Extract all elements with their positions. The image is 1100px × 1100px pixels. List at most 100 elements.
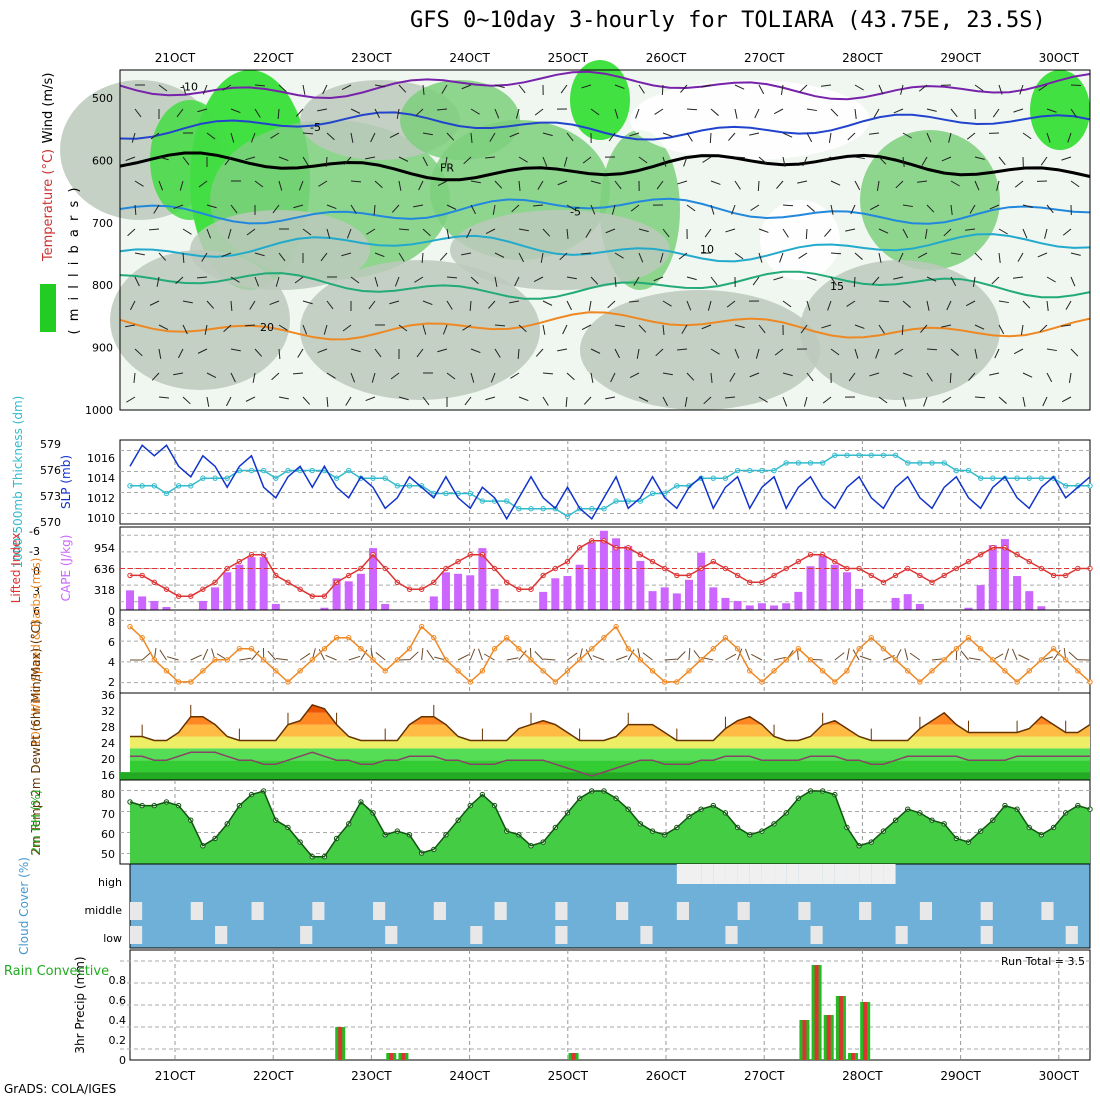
wind-barb [590, 372, 594, 383]
precip-convective-bar [838, 996, 843, 1060]
cape-bar [770, 605, 779, 610]
wind-barb [806, 300, 811, 311]
cloud-tick: middle [84, 904, 122, 917]
wind-barb [389, 132, 400, 138]
wind-barb [206, 204, 217, 209]
wind-barb [182, 324, 188, 335]
cape-bar [356, 573, 365, 610]
wind-barb [297, 348, 304, 358]
wind-barb [326, 132, 335, 141]
wind-barb [254, 252, 265, 257]
wind-barb [201, 252, 208, 262]
date-label-top: 28OCT [842, 51, 883, 65]
wind-barb [158, 156, 169, 161]
temp-tick: 28 [101, 721, 115, 734]
wind-barb [1017, 252, 1024, 262]
isotherm-line [119, 270, 1091, 300]
wind-barb [614, 324, 625, 328]
wind-barb [636, 348, 640, 359]
wind-barb [494, 348, 501, 358]
cloud-mid-cell [373, 902, 386, 920]
wind-barb [1022, 396, 1026, 407]
wind-barb [374, 348, 382, 358]
wind-barb [563, 156, 568, 167]
wind-barb [226, 396, 232, 407]
wind-barb [278, 156, 289, 162]
wind-barb [537, 180, 544, 190]
wind-barb [249, 300, 256, 310]
wind-barb [533, 276, 544, 282]
cape-bar [915, 603, 924, 610]
cape-tick: 0 [108, 605, 115, 618]
chart-title: GFS 0~10day 3-hourly for TOLIARA (43.75E… [410, 8, 1046, 33]
wind-barb [782, 156, 786, 167]
wind-barb [206, 132, 216, 140]
wind-barb [346, 228, 352, 239]
wind-barb [989, 372, 1000, 376]
wind-barb [518, 156, 528, 163]
wind-barb [704, 228, 712, 238]
cape-bar [332, 578, 341, 610]
wind-barb [822, 396, 832, 404]
cape-bar [636, 560, 645, 610]
wind-barb [206, 396, 210, 407]
wind-barb [703, 396, 712, 405]
wind-barb [605, 396, 616, 400]
cape-bar [441, 572, 450, 610]
wind-barb [950, 348, 959, 356]
isotherm-label: -5 [570, 205, 581, 218]
wind-barb [292, 372, 304, 375]
wind-barb [629, 300, 640, 303]
wind-barb [638, 324, 647, 333]
slp-label: SLP (mb) [59, 455, 73, 509]
cape-bar [454, 573, 463, 610]
rh-shading [800, 260, 1000, 400]
slp-tick: 1014 [87, 472, 115, 485]
wind-barb [342, 324, 352, 332]
wind10m-barb [375, 652, 386, 661]
temp-tick: 24 [101, 737, 115, 750]
wind-barb [614, 276, 617, 287]
wind-barb [1037, 252, 1048, 258]
wind-barb [295, 108, 304, 117]
wind-barb [182, 300, 193, 304]
cape-bar [733, 600, 742, 610]
wind-barb [902, 300, 911, 308]
wind-barb [462, 324, 472, 331]
wind-barb [590, 348, 601, 354]
rh-shading [300, 260, 540, 400]
wind-barb [758, 84, 765, 95]
wind-barb [754, 108, 760, 119]
precip-convective-bar [814, 965, 819, 1060]
wind-barb [197, 108, 208, 113]
cloud-mid-cell [737, 902, 750, 920]
wind10m-barb [904, 648, 909, 661]
cape-bar [429, 596, 438, 610]
wind-barb [150, 132, 160, 140]
wind-barb [182, 252, 185, 264]
wind-barb [158, 396, 169, 399]
wind-barb [470, 348, 481, 354]
cloud-high-cell [761, 864, 775, 884]
wind-barb [278, 324, 288, 331]
cape-bar [587, 542, 596, 610]
wind-barb [518, 324, 527, 333]
wind-barb [974, 252, 983, 261]
cape-bar [855, 588, 864, 610]
cape-tick: 636 [94, 563, 115, 576]
wind-barb [341, 252, 352, 257]
wind-barb [662, 324, 665, 335]
wind-barb [518, 84, 526, 94]
wind-barb [302, 324, 308, 335]
wind10m-barb [166, 656, 179, 661]
wind-barb [370, 132, 376, 143]
wind-barb [293, 204, 304, 209]
wind-barb [638, 156, 648, 164]
wind-barb [250, 132, 256, 143]
cloud-tick: high [98, 876, 122, 889]
wind-barb [294, 276, 304, 284]
isotherm-line [119, 111, 1091, 141]
precip-legend-label: Total / Rain Convective [0, 964, 109, 979]
wind-barb [588, 300, 592, 311]
cape-bar [150, 600, 159, 610]
